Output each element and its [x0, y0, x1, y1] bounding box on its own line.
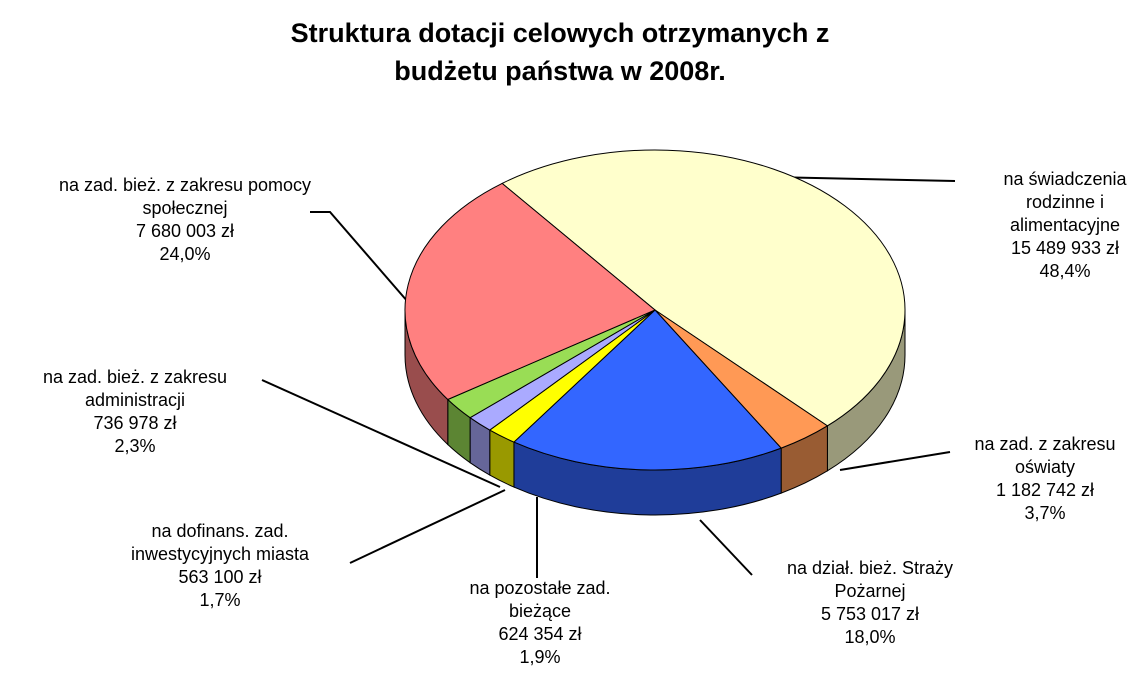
value-label: 7 680 003 zł: [135, 221, 235, 241]
leader-line: [261, 379, 501, 488]
percent-label: 3,7%: [1024, 503, 1066, 523]
leader-line: [699, 519, 753, 576]
leader-lines: [261, 176, 956, 578]
percent-label: 1,7%: [199, 590, 241, 610]
slice-label: na dział. bież. Straży Pożarnej 5 753 017…: [780, 557, 960, 649]
pie-tops: [404, 149, 906, 471]
category-label: na zad. bież. z zakresu pomocy społeczne…: [58, 175, 312, 218]
slice-label: na pozostałe zad. bieżące 624 354 zł 1,9%: [450, 577, 630, 669]
value-label: 1 182 742 zł: [995, 480, 1095, 500]
pie-sides: [404, 309, 906, 516]
percent-label: 1,9%: [519, 647, 561, 667]
chart-title: Struktura dotacji celowych otrzymanych z…: [290, 18, 830, 86]
slice-label: na dofinans. zad. inwestycyjnych miasta 5…: [95, 520, 345, 612]
category-label: na pozostałe zad. bieżące: [469, 578, 611, 621]
slice-label: na zad. z zakresu oświaty 1 182 742 zł 3,7…: [955, 433, 1135, 525]
value-label: 563 100 zł: [178, 567, 262, 587]
percent-label: 24,0%: [159, 244, 211, 264]
slice: [501, 149, 906, 427]
slice-label: na świadczenia rodzinne i alimentacyjne 1…: [975, 168, 1148, 283]
slice: [513, 309, 783, 471]
value-label: 15 489 933 zł: [1010, 238, 1120, 258]
category-label: na zad. z zakresu oświaty: [974, 434, 1116, 477]
percent-label: 2,3%: [114, 436, 156, 456]
category-label: na dział. bież. Straży Pożarnej: [786, 558, 954, 601]
value-label: 736 978 zł: [93, 413, 177, 433]
value-label: 624 354 zł: [498, 624, 582, 644]
leader-line: [769, 176, 956, 182]
slice-label: na zad. bież. z zakresu pomocy społeczne…: [55, 174, 315, 266]
leader-line: [839, 451, 951, 471]
percent-label: 48,4%: [1039, 261, 1091, 281]
slice-label: na zad. bież. z zakresu administracji 736…: [0, 366, 270, 458]
percent-label: 18,0%: [844, 627, 896, 647]
category-label: na zad. bież. z zakresu administracji: [42, 367, 228, 410]
slice: [404, 182, 656, 401]
category-label: na świadczenia rodzinne i alimentacyjne: [1003, 169, 1127, 235]
value-label: 5 753 017 zł: [820, 604, 920, 624]
leader-line: [349, 489, 506, 564]
category-label: na dofinans. zad. inwestycyjnych miasta: [130, 521, 310, 564]
leader-line: [310, 211, 409, 303]
